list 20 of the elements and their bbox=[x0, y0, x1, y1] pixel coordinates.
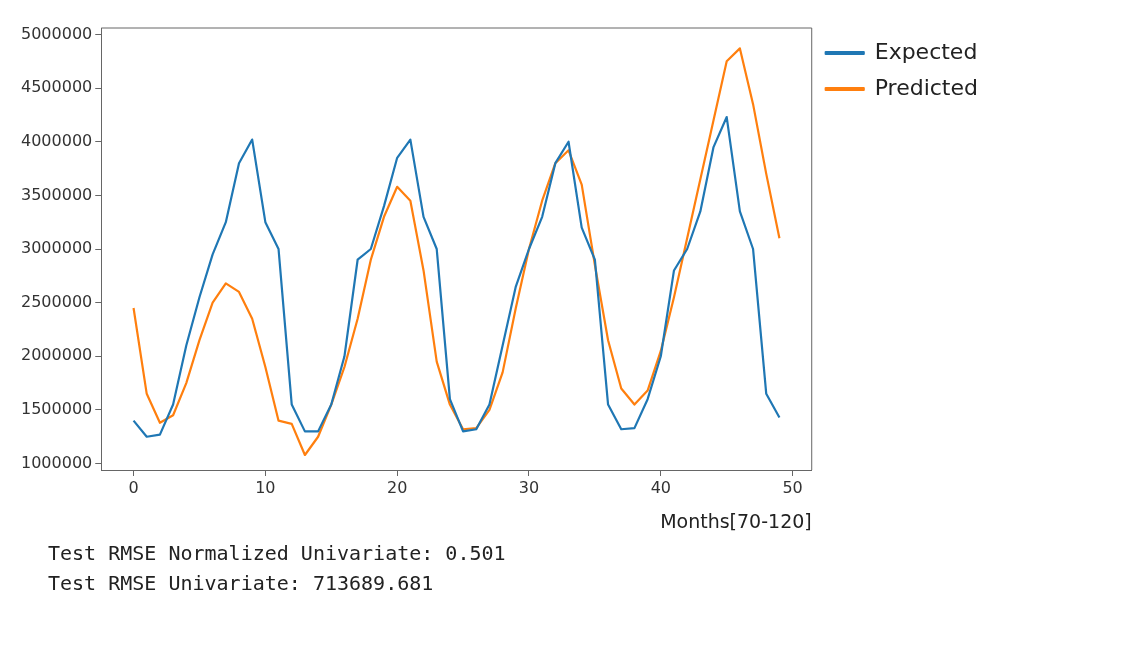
y-tick-label: 4000000 bbox=[20, 130, 93, 150]
x-tick-label: 10 bbox=[255, 477, 276, 497]
legend-label: Predicted bbox=[874, 74, 979, 100]
x-tick-label: 40 bbox=[650, 477, 671, 497]
x-tick-label: 30 bbox=[518, 477, 540, 497]
y-tick-label: 2500000 bbox=[20, 291, 93, 311]
x-axis-title: Months[70-120] bbox=[660, 509, 812, 532]
y-tick-label: 3000000 bbox=[20, 238, 93, 258]
text: Test RMSE Normalized Univariate: 0.501 bbox=[48, 540, 507, 567]
legend-label: Expected bbox=[874, 38, 978, 64]
y-tick-label: 3500000 bbox=[20, 184, 93, 204]
y-tick-label: 2000000 bbox=[20, 345, 93, 365]
x-tick-label: 0 bbox=[128, 477, 139, 497]
y-tick-label: 1000000 bbox=[20, 452, 93, 472]
text: Test RMSE Univariate: 713689.681 bbox=[48, 570, 435, 597]
x-tick-label: 20 bbox=[387, 477, 408, 497]
y-tick-label: 1500000 bbox=[20, 399, 93, 419]
y-tick-label: 4500000 bbox=[20, 77, 93, 97]
x-tick-label: 50 bbox=[782, 477, 803, 497]
y-tick-label: 5000000 bbox=[20, 23, 93, 43]
